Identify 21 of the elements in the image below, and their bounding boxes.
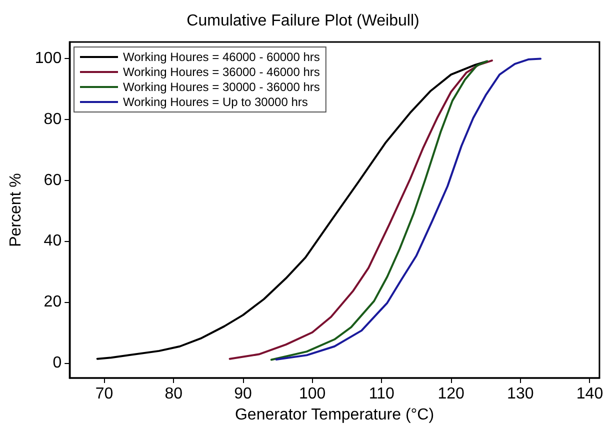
- legend-label: Working Houres = Up to 30000 hrs: [123, 95, 308, 109]
- y-tick-label: 0: [52, 354, 62, 372]
- x-tick-label: 110: [368, 386, 395, 402]
- x-tick-label: 90: [234, 386, 252, 402]
- y-tick-label: 40: [44, 232, 62, 250]
- x-tick-label: 130: [507, 386, 534, 402]
- legend-label: Working Houres = 46000 - 60000 hrs: [123, 50, 320, 64]
- legend-label: Working Houres = 36000 - 46000 hrs: [123, 65, 320, 79]
- y-tick-label: 100: [34, 50, 62, 68]
- y-tick-label: 80: [44, 111, 62, 128]
- x-tick-label: 70: [95, 386, 114, 402]
- x-tick-label: 140: [576, 386, 604, 402]
- x-tick-label: 120: [438, 386, 464, 402]
- y-axis-title: Percent %: [8, 173, 24, 247]
- y-tick-label: 60: [44, 172, 62, 189]
- x-tick-label: 100: [298, 386, 326, 402]
- x-tick-label: 80: [164, 386, 183, 402]
- x-axis-title: Generator Temperature (°C): [234, 406, 434, 424]
- chart-title: Cumulative Failure Plot (Weibull): [186, 12, 420, 30]
- y-tick-label: 20: [44, 293, 62, 310]
- legend-label: Working Houres = 30000 - 36000 hrs: [123, 80, 320, 94]
